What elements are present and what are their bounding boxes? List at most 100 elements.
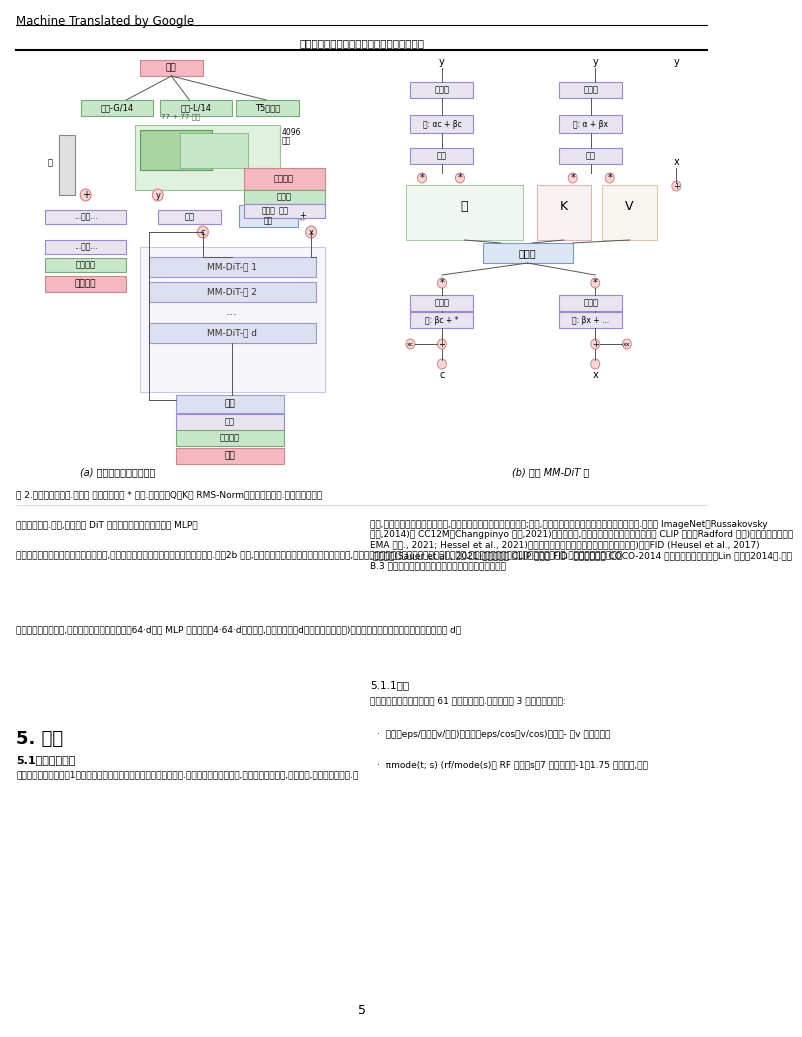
Text: 细粒数: 细粒数 [435,85,449,94]
Circle shape [568,173,577,183]
Bar [559,115,622,133]
Text: MM-DiT-块 d: MM-DiT-块 d [207,329,257,337]
Text: 此外,不同方法的损失是不可比的,也不一定与输出样本的质量相关;因此,我们需要能够对方法进行比较的评估指标.我们在 ImageNet（Russakovsky 等人: 此外,不同方法的损失是不可比的,也不一定与输出样本的质量相关;因此,我们需要能够… [370,520,793,570]
Bar [81,100,153,116]
Text: T5特大号: T5特大号 [255,104,281,112]
Bar [559,312,622,328]
Bar [160,100,232,116]
Bar [537,185,591,240]
Bar [180,133,248,168]
Bar [411,82,473,99]
Circle shape [591,339,600,349]
Bar [559,295,622,311]
Text: 潜状编码: 潜状编码 [274,174,294,184]
Text: 模: αc + βc: 模: αc + βc [423,119,461,129]
Bar [45,258,126,272]
Text: K: K [560,200,568,213]
Text: 77 + 77 代币: 77 + 77 代币 [161,113,200,119]
Bar [483,243,573,263]
Bar [59,135,75,195]
Text: 位置性
嵌入: 位置性 嵌入 [261,206,275,226]
Text: *: * [607,173,612,183]
Circle shape [437,278,447,288]
Text: 5.1改善整流流程: 5.1改善整流流程 [16,755,75,765]
Text: c: c [200,227,205,236]
Circle shape [418,173,427,183]
Text: 线性: 线性 [184,213,194,222]
Text: *: * [439,278,444,288]
Text: 4096: 4096 [282,128,301,137]
Circle shape [591,278,600,288]
Circle shape [437,339,447,349]
Circle shape [197,226,209,239]
Text: 时间步长: 时间步长 [75,280,96,288]
Text: 5: 5 [358,1004,366,1016]
Bar [140,247,325,392]
Text: 图 2.我们的模型架构.连接由 和逐元素乘法 * 表示.可以添加Q和K的 RMS-Norm以稳定训练运行.最佳观看放大。: 图 2.我们的模型架构.连接由 和逐元素乘法 * 表示.可以添加Q和K的 RMS… [16,491,322,499]
Bar [149,323,316,343]
Text: Machine Translated by Google: Machine Translated by Google [16,15,194,28]
Bar [602,185,657,240]
Bar [244,190,325,204]
Bar [140,60,203,76]
Text: *: * [593,278,597,288]
Text: (a) 所有组成部分的概述。: (a) 所有组成部分的概述。 [79,467,155,477]
Text: x: x [309,227,314,236]
Text: y: y [674,57,679,67]
Bar [45,211,126,224]
Text: 图: 图 [47,158,52,167]
Bar [411,312,473,328]
Text: MM-DiT-块 1: MM-DiT-块 1 [207,262,257,272]
Text: +: + [673,181,680,191]
Circle shape [606,173,614,183]
Text: 由于文本和图像嵌入在概念上完全不同,因此我们对这两种模式使用两组独立的权重.如图2b 所示,这相当于每种模态都有两个独立的转换器,但是将两种模态的序列连接起来进: 由于文本和图像嵌入在概念上完全不同,因此我们对这两种模式使用两组独立的权重.如图… [16,550,622,559]
Text: ...连接...: ...连接... [74,213,97,222]
Bar [559,148,622,164]
Text: 连接两个序列.然后,我们遵循 DiT 并应用一系列调制注意力和 MLP。: 连接两个序列.然后,我们遵循 DiT 并应用一系列调制注意力和 MLP。 [16,520,198,529]
Bar [239,205,298,227]
Text: 打补丁: 打补丁 [277,193,292,201]
Text: y: y [593,57,598,67]
Bar [140,130,212,170]
Circle shape [622,339,631,349]
Bar [176,448,284,464]
Bar [176,430,284,446]
Circle shape [406,339,415,349]
Text: 线性: 线性 [437,151,447,161]
Text: 5.1.1结果: 5.1.1结果 [370,680,409,690]
Text: 模: α + βx: 模: α + βx [573,119,608,129]
Bar [244,168,325,190]
Text: 线性: 线性 [585,151,596,161]
Text: 输出: 输出 [225,451,235,460]
Text: ...: ... [226,305,237,318]
Bar [411,115,473,133]
Circle shape [672,181,681,191]
Text: 问: 问 [460,200,468,213]
Text: 缩放整流流量变压器以实现高分辨率图像合成: 缩放整流流量变压器以实现高分辨率图像合成 [299,38,424,48]
Bar [45,276,126,292]
Bar [45,240,126,254]
Bar [244,204,325,218]
Text: 我们的目标是了解公式1中哪种无模拟训练归一化流的方法是最有效的.为了能够比较不同方法,我们控制优化算法,模型架构,数据集和采样器.在: 我们的目标是了解公式1中哪种无模拟训练归一化流的方法是最有效的.为了能够比较不同… [16,770,358,779]
Text: ·  线性（eps/线性、v/线性)和余弦（eps/cos、v/cos)计划的- 和v 预测损失。: · 线性（eps/线性、v/线性)和余弦（eps/cos、v/cos)计划的- … [377,730,610,739]
Text: 细粒数: 细粒数 [435,299,449,308]
Text: c: c [439,370,444,380]
Text: MM-DiT-块 2: MM-DiT-块 2 [207,287,257,297]
Text: *: * [570,173,575,183]
Text: V: V [626,200,634,213]
Text: 模: βx + ...: 模: βx + ... [572,315,610,325]
Text: 标量: 标量 [282,136,290,145]
Bar [176,395,284,413]
Text: *: * [458,173,462,183]
Text: y: y [439,57,445,67]
Text: 取消补丁: 取消补丁 [220,433,240,443]
Bar [176,414,284,430]
Text: xx: xx [623,341,630,346]
Text: 正弦编码: 正弦编码 [75,260,95,270]
Circle shape [306,226,317,239]
Text: ·  πmode(t; s) (rf/mode(s)的 RF 损耗，s的7 个值统一在-1和1.75 之间选择,并且: · πmode(t; s) (rf/mode(s)的 RF 损耗，s的7 个值统… [377,760,648,769]
Text: 线性: 线性 [225,418,235,426]
Text: +: + [82,190,90,200]
Circle shape [437,359,447,369]
Text: 注意力: 注意力 [519,248,537,258]
